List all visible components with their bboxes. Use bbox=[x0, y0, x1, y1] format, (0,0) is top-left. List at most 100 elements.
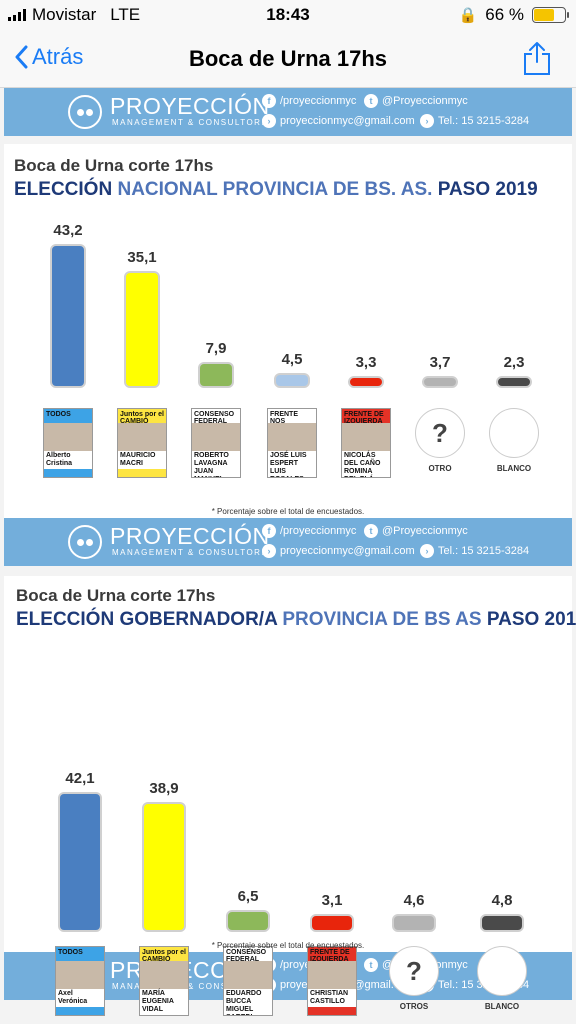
blanco-circle bbox=[489, 408, 539, 458]
poster-party: FRENTE DE IZQUIERDA UNIDAD bbox=[310, 949, 350, 961]
category-label: BLANCO bbox=[496, 464, 532, 473]
facebook-handle: f/proyeccionmyc bbox=[262, 94, 356, 108]
people-logo-icon bbox=[68, 525, 102, 559]
email-icon: › bbox=[262, 544, 276, 558]
facebook-icon: f bbox=[262, 524, 276, 538]
twitter-handle-text: @Proyeccionmyc bbox=[382, 95, 468, 107]
poster-party: FRENTE DE IZQUIERDA UNIDAD bbox=[344, 411, 384, 423]
signal-icon bbox=[8, 9, 26, 21]
candidate-poster: TODOS Axel Verónica bbox=[55, 946, 105, 1016]
image-content: PROYECCIÓN MANAGEMENT & CONSULTORIA f/proy… bbox=[0, 88, 576, 1024]
clock: 18:43 bbox=[266, 5, 310, 24]
facebook-handle-text: /proyeccionmyc bbox=[280, 525, 357, 537]
poster-candidates: Alberto Cristina bbox=[44, 451, 92, 469]
data-label: 2,3 bbox=[503, 354, 525, 371]
candidate-poster: Juntos por el CAMBIO MAURICIO MACRI bbox=[117, 408, 167, 478]
bar-6 bbox=[422, 375, 458, 388]
brand-tagline: MANAGEMENT & CONSULTORIA bbox=[112, 982, 273, 991]
navigation-bar: Atrás Boca de Urna 17hs bbox=[0, 30, 576, 88]
poster-party: TODOS bbox=[58, 949, 83, 956]
blanco-circle bbox=[477, 946, 527, 996]
bar-7 bbox=[496, 376, 532, 388]
candidate-photo bbox=[224, 961, 272, 989]
candidate-photo bbox=[192, 423, 240, 451]
data-label: 3,7 bbox=[429, 353, 451, 371]
footnote: * Porcentaje sobre el total de encuestad… bbox=[211, 507, 365, 516]
category-label: OTRO bbox=[428, 464, 452, 473]
data-label: 4,6 bbox=[403, 892, 425, 909]
category-label: BLANCO bbox=[484, 1002, 520, 1011]
battery-percent: 66 % bbox=[485, 5, 524, 24]
brand-tagline: MANAGEMENT & CONSULTORIA bbox=[112, 548, 273, 557]
back-button[interactable]: Atrás bbox=[14, 44, 83, 70]
bar-5 bbox=[392, 914, 436, 932]
candidate-photo bbox=[56, 961, 104, 989]
data-label: 3,3 bbox=[355, 354, 377, 371]
poster-party: FRENTE NOS bbox=[270, 411, 298, 423]
poster-candidates: JOSÉ LUIS ESPERT LUIS ROSALES bbox=[268, 451, 316, 477]
footnote: * Porcentaje sobre el total de encuestad… bbox=[211, 941, 365, 950]
email-address-text: proyeccionmyc@gmail.com bbox=[280, 545, 415, 557]
otro-circle: ? bbox=[389, 946, 439, 996]
page-title: Boca de Urna 17hs bbox=[188, 46, 388, 71]
email-address-text: proyeccionmyc@gmail.com bbox=[280, 115, 415, 127]
bar-1 bbox=[50, 244, 86, 388]
back-label: Atrás bbox=[32, 44, 84, 69]
candidate-photo bbox=[44, 423, 92, 451]
email-address: › proyeccionmyc@gmail.com bbox=[262, 114, 415, 128]
data-label: 4,5 bbox=[281, 351, 303, 368]
facebook-handle-text: /proyeccionmyc bbox=[280, 95, 357, 107]
poster-candidates: NICOLÁS DEL CAÑO ROMINA DEL PLÁ bbox=[342, 451, 390, 477]
network: LTE bbox=[110, 5, 141, 24]
poster-candidates: MARÍA EUGENIA VIDAL bbox=[140, 989, 188, 1015]
candidate-poster: FRENTE NOS JOSÉ LUIS ESPERT LUIS ROSALES bbox=[267, 408, 317, 478]
poster-party: Juntos por el CAMBIO bbox=[120, 411, 164, 423]
chart-subtitle: ELECCIÓN GOBERNADOR/A PROVINCIA DE BS AS… bbox=[16, 609, 576, 630]
email-icon: › bbox=[262, 114, 276, 128]
candidate-photo bbox=[308, 961, 356, 989]
poster-candidates: Axel Verónica bbox=[56, 989, 104, 1007]
share-icon[interactable] bbox=[522, 40, 552, 76]
twitter-icon: t bbox=[364, 94, 378, 108]
phone-icon: › bbox=[420, 544, 434, 558]
candidate-poster: FRENTE DE IZQUIERDA UNIDAD NICOLÁS DEL CA… bbox=[341, 408, 391, 478]
bar-3 bbox=[198, 361, 234, 388]
phone-number-text: Tel.: 15 3215-3284 bbox=[438, 115, 530, 127]
poster-party: Juntos por el CAMBIO bbox=[142, 949, 186, 961]
bar-4 bbox=[274, 373, 310, 388]
facebook-handle: f/proyeccionmyc bbox=[262, 524, 356, 538]
data-label: 4,8 bbox=[491, 892, 513, 909]
twitter-handle-text: @Proyeccionmyc bbox=[382, 525, 468, 537]
twitter-icon: t bbox=[364, 524, 378, 538]
phone-icon: › bbox=[420, 114, 434, 128]
bar-2 bbox=[124, 271, 160, 388]
candidate-poster: FRENTE DE IZQUIERDA UNIDAD CHRISTIAN CAST… bbox=[307, 946, 357, 1016]
twitter-icon: t bbox=[364, 958, 378, 972]
poster-candidates: ROBERTO LAVAGNA JUAN MANUEL URTUBEY bbox=[192, 451, 240, 477]
bar-5 bbox=[348, 376, 384, 388]
brand-name: PROYECCIÓN bbox=[110, 523, 270, 549]
data-label: 3,1 bbox=[321, 892, 343, 909]
candidate-photo bbox=[342, 423, 390, 451]
phone-number: › Tel.: 15 3215-3284 bbox=[420, 544, 529, 558]
phone-number: › Tel.: 15 3215-3284 bbox=[420, 114, 529, 128]
carrier: Movistar bbox=[32, 5, 97, 24]
status-bar: Movistar LTE 18:43 🔒 66 % bbox=[0, 0, 576, 30]
data-label: 42,1 bbox=[65, 769, 95, 787]
data-label: 6,5 bbox=[237, 888, 259, 906]
chart-title: Boca de Urna corte 17hs bbox=[14, 156, 214, 175]
data-label: 7,9 bbox=[205, 339, 227, 357]
twitter-handle: t @Proyeccionmyc bbox=[364, 524, 468, 538]
candidate-photo bbox=[268, 423, 316, 451]
candidate-photo bbox=[140, 961, 188, 989]
chart-card-gobernador: Boca de Urna corte 17hs ELECCIÓN GOBERNA… bbox=[4, 576, 576, 1016]
data-label: 38,9 bbox=[149, 780, 179, 798]
candidate-poster: TODOS Alberto Cristina bbox=[43, 408, 93, 478]
poster-party: CONSENSO FEDERAL bbox=[226, 949, 267, 961]
candidate-poster: CONSENSO FEDERAL ROBERTO LAVAGNA JUAN MAN… bbox=[191, 408, 241, 478]
poster-party: TODOS bbox=[46, 411, 71, 418]
chevron-left-icon bbox=[15, 45, 28, 69]
people-logo-icon bbox=[68, 95, 102, 129]
poster-candidates: EDUARDO BUCCA MIGUEL SAREDI bbox=[224, 989, 272, 1015]
